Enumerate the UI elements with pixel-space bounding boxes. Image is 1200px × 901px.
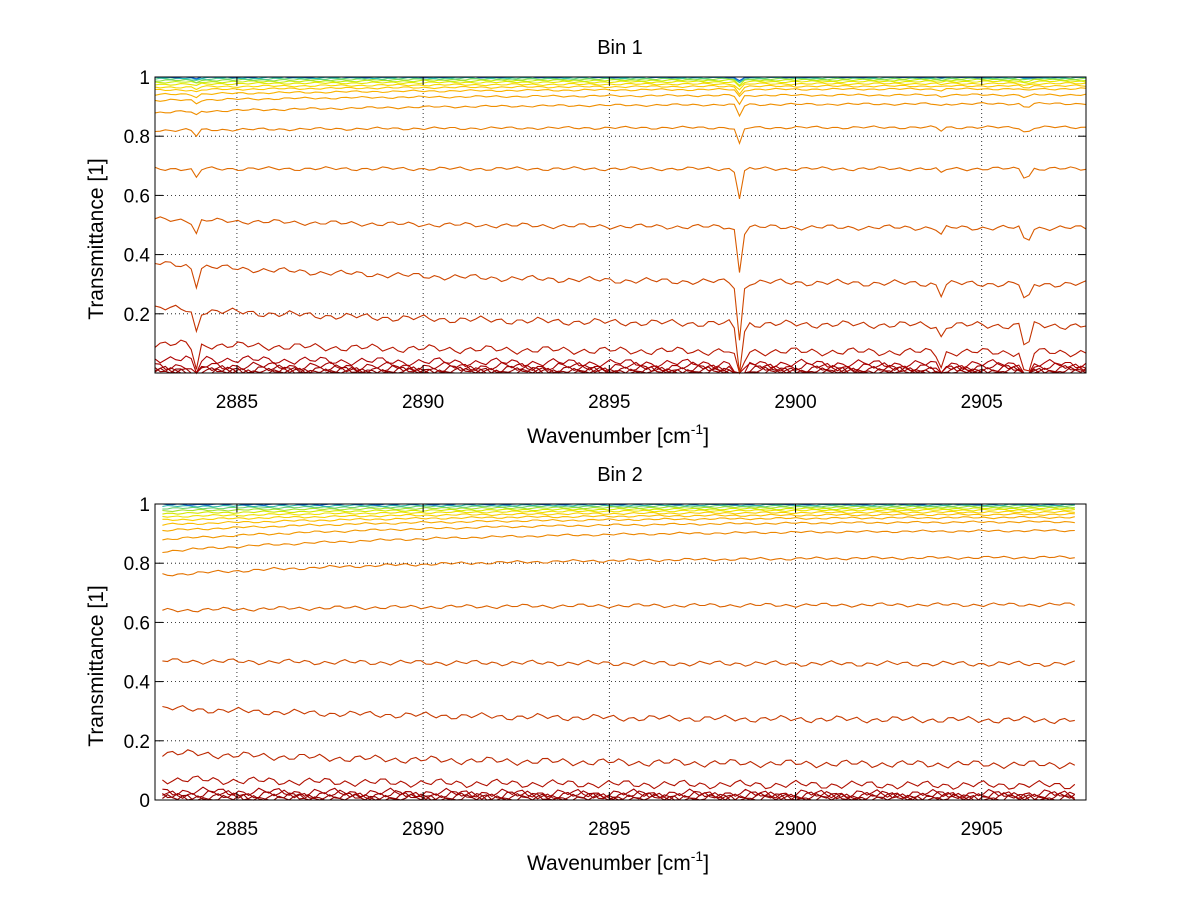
x-tick-label: 2895 [588, 819, 630, 840]
series-line [162, 704, 1075, 725]
series-line [162, 512, 1075, 526]
series-line [162, 516, 1075, 532]
series-line [154, 101, 1087, 118]
y-tick-label: 0 [139, 791, 150, 812]
series-line [154, 361, 1087, 374]
x-axis-label: Wavenumber [cm-1] [527, 421, 709, 448]
series-line [154, 166, 1087, 200]
y-ticks: 0.2 0.4 0.6 0.8 1 [124, 68, 1086, 326]
series-line [162, 658, 1075, 667]
series-line [154, 261, 1087, 341]
x-tick-label: 2900 [774, 392, 816, 413]
series-line [154, 355, 1087, 375]
series-line [162, 786, 1076, 800]
series-line [154, 82, 1087, 91]
subplot-bin-1: Bin 1 2885 2890 2895 2900 2905 0.2 0.4 0.6 0.8 1… [85, 37, 1087, 448]
series-line [162, 520, 1075, 541]
grid-lines [155, 77, 1086, 373]
y-tick-label: 0.6 [124, 186, 150, 207]
x-axis-label: Wavenumber [cm-1] [527, 848, 709, 875]
y-axis-label: Transmittance [1] [85, 158, 108, 319]
y-tick-label: 1 [139, 495, 150, 516]
series-line [155, 84, 1087, 96]
y-tick-label: 0.6 [124, 613, 150, 634]
y-tick-label: 0.4 [124, 246, 151, 267]
x-ticks: 2885 2890 2895 2900 2905 [216, 504, 1003, 840]
y-tick-label: 0.8 [124, 127, 150, 148]
subplot-bin-2: Bin 2 2885 2890 2895 2900 2905 0 0.2 0.4 0.6 0.8… [85, 464, 1087, 875]
x-tick-label: 2885 [216, 392, 258, 413]
series-line [154, 304, 1087, 374]
plot-area-frame [154, 76, 1087, 374]
series-line [162, 506, 1075, 515]
chart-title: Bin 1 [597, 37, 643, 59]
x-tick-label: 2885 [216, 819, 258, 840]
series-line [162, 775, 1076, 790]
y-tick-label: 0.4 [124, 673, 151, 694]
series-line [162, 508, 1075, 518]
x-tick-label: 2895 [588, 392, 630, 413]
y-axis-label: Transmittance [1] [85, 585, 108, 746]
x-ticks: 2885 2890 2895 2900 2905 [216, 77, 1003, 413]
y-tick-label: 0.2 [124, 305, 150, 326]
series-line [154, 339, 1087, 375]
series-line [162, 789, 1076, 801]
series-line [162, 602, 1076, 613]
chart-title: Bin 2 [597, 464, 643, 486]
series-line [154, 87, 1087, 99]
y-tick-label: 0.8 [124, 554, 150, 575]
y-ticks: 0 0.2 0.4 0.6 0.8 1 [124, 495, 1086, 812]
x-tick-label: 2905 [961, 392, 1003, 413]
y-tick-label: 0.2 [124, 732, 150, 753]
series-line [162, 505, 1075, 513]
x-tick-label: 2905 [961, 819, 1003, 840]
series-line [162, 510, 1075, 522]
x-tick-label: 2890 [402, 392, 444, 413]
series-line [154, 79, 1087, 88]
series-line [162, 555, 1075, 577]
x-tick-label: 2900 [774, 819, 816, 840]
series-line [154, 125, 1087, 146]
series-line [154, 93, 1087, 106]
plot-area-frame [154, 503, 1087, 801]
grid-lines [155, 504, 1086, 800]
series-line [162, 529, 1075, 554]
y-tick-label: 1 [139, 68, 150, 89]
x-tick-label: 2890 [402, 819, 444, 840]
series-line [162, 749, 1076, 770]
series-line [154, 216, 1087, 273]
